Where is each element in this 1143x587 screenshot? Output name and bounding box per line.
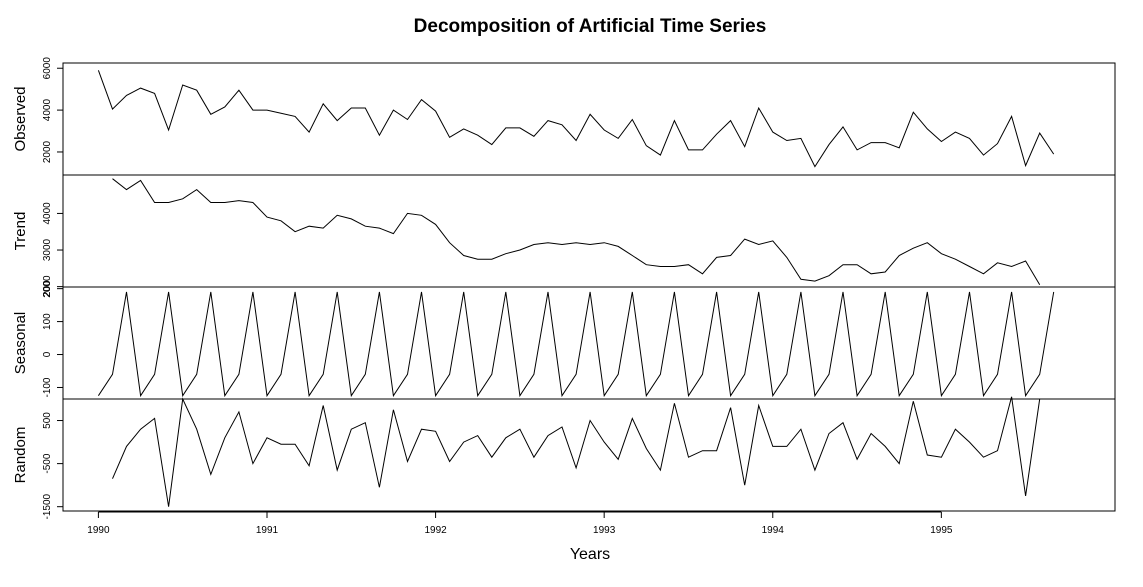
x-axis: 1990 1991 1992 1993 1994 1995	[87, 511, 953, 536]
y-tick-label: -1500	[42, 493, 53, 519]
x-tick-label: 1990	[87, 525, 110, 536]
panel-frame	[62, 398, 1116, 512]
panel-frame	[62, 62, 1116, 176]
panel-seasonal: -100 0 100 200 Seasonal	[12, 280, 1116, 400]
y-tick-label: -100	[42, 377, 53, 397]
panel-label-observed: Observed	[12, 86, 29, 151]
panel-frame	[62, 174, 1116, 288]
x-axis-title: Years	[570, 546, 610, 563]
panel-trend: 2000 3000 4000 Trend	[12, 174, 1116, 298]
series-line-random	[112, 396, 1041, 507]
panels-layer: 200040006000Observed200030004000Trend-10…	[12, 57, 1116, 519]
y-tick-label: 4000	[42, 99, 53, 122]
y-tick-label: 2000	[42, 140, 53, 163]
x-tick-label: 1994	[762, 525, 785, 536]
panel-frame	[62, 286, 1116, 400]
panel-observed: 2000 4000 6000 Observed	[12, 57, 1116, 176]
y-tick-label: 4000	[42, 202, 53, 225]
panel-label-random: Random	[12, 427, 29, 484]
y-tick-label: 2000	[42, 275, 53, 298]
series-line-observed	[97, 70, 1055, 168]
x-tick-label: 1995	[930, 525, 953, 536]
y-tick-label: 200	[42, 280, 53, 297]
x-tick-label: 1992	[424, 525, 447, 536]
y-tick-label: -500	[42, 453, 53, 473]
panel-label-seasonal: Seasonal	[12, 312, 29, 375]
y-tick-label: 6000	[42, 57, 53, 80]
series-line-seasonal	[97, 291, 1055, 398]
panel-random: -1500 -500 500 Random	[12, 396, 1116, 519]
x-tick-label: 1991	[256, 525, 279, 536]
y-tick-label: 0	[42, 351, 53, 357]
y-tick-label: 100	[42, 313, 53, 330]
x-tick-label: 1993	[593, 525, 616, 536]
panel-label-trend: Trend	[12, 212, 29, 251]
y-tick-label: 3000	[42, 238, 53, 261]
series-line-trend	[112, 178, 1041, 286]
y-tick-label: 500	[42, 412, 53, 429]
chart-title: Decomposition of Artificial Time Series	[413, 16, 767, 37]
